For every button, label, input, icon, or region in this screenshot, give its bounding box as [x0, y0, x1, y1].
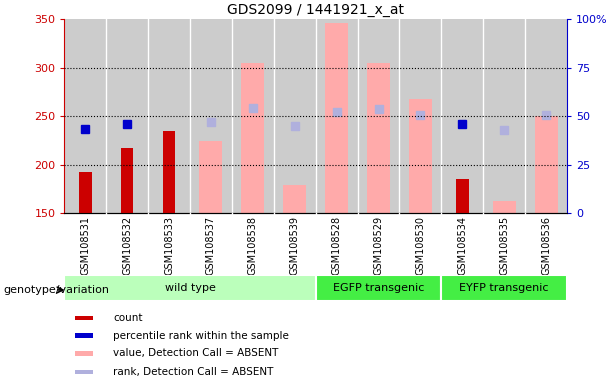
Text: GSM108532: GSM108532	[122, 216, 132, 275]
Text: GSM108531: GSM108531	[80, 216, 90, 275]
Text: GSM108537: GSM108537	[206, 216, 216, 275]
Bar	[409, 99, 432, 213]
Title: GDS2099 / 1441921_x_at: GDS2099 / 1441921_x_at	[227, 3, 404, 17]
Bar	[163, 131, 175, 213]
Text: GSM108528: GSM108528	[332, 216, 341, 275]
Bar	[325, 23, 348, 213]
Bar	[367, 63, 390, 213]
Text: GSM108533: GSM108533	[164, 216, 174, 275]
Text: GSM108538: GSM108538	[248, 216, 258, 275]
Bar	[75, 316, 93, 320]
Text: wild type: wild type	[165, 283, 215, 293]
Bar	[535, 116, 558, 213]
Bar	[75, 333, 93, 338]
Text: rank, Detection Call = ABSENT: rank, Detection Call = ABSENT	[113, 367, 273, 377]
Bar	[283, 185, 306, 213]
Bar	[199, 141, 223, 213]
Bar	[75, 370, 93, 374]
Text: GSM108539: GSM108539	[290, 216, 300, 275]
Text: GSM108529: GSM108529	[373, 216, 384, 275]
Text: value, Detection Call = ABSENT: value, Detection Call = ABSENT	[113, 348, 278, 358]
Bar	[121, 148, 134, 213]
Text: EGFP transgenic: EGFP transgenic	[333, 283, 424, 293]
Bar	[456, 179, 468, 213]
Text: GSM108530: GSM108530	[416, 216, 425, 275]
Bar	[242, 63, 264, 213]
FancyBboxPatch shape	[441, 275, 567, 301]
Text: GSM108535: GSM108535	[499, 216, 509, 275]
Text: count: count	[113, 313, 142, 323]
Text: genotype/variation: genotype/variation	[3, 285, 109, 295]
Bar	[75, 351, 93, 356]
Text: GSM108536: GSM108536	[541, 216, 551, 275]
Text: EYFP transgenic: EYFP transgenic	[459, 283, 549, 293]
Bar	[493, 202, 516, 213]
FancyBboxPatch shape	[64, 275, 316, 301]
Text: GSM108534: GSM108534	[457, 216, 467, 275]
Bar	[79, 172, 91, 213]
Text: percentile rank within the sample: percentile rank within the sample	[113, 331, 289, 341]
FancyBboxPatch shape	[316, 275, 441, 301]
